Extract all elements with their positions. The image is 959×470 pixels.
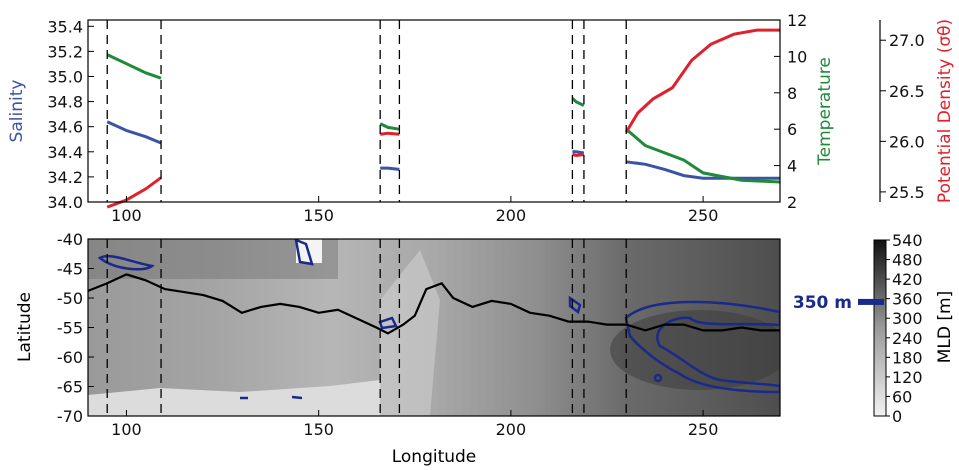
colorbar-tick-label-6: 360 <box>892 290 923 309</box>
bottom-xtick-label-0: 100 <box>111 420 142 439</box>
lat-tick-label-3: -55 <box>57 319 83 338</box>
front-line <box>88 273 780 335</box>
salinity-tick-label-0: 34.0 <box>47 193 83 212</box>
density-tick-label-2: 26.5 <box>889 82 925 101</box>
temperature-tick-label-3: 8 <box>787 84 797 103</box>
lat-tick-label-4: -60 <box>57 348 83 367</box>
salinity-tick-label-3: 34.6 <box>47 118 83 137</box>
colorbar-tick-label-9: 540 <box>892 231 923 250</box>
colorbar-tick-label-8: 480 <box>892 251 923 270</box>
colorbar-tick-label-5: 300 <box>892 309 923 328</box>
temperature-axis-label: Temperature <box>815 57 835 166</box>
lat-tick-label-0: -40 <box>57 230 83 249</box>
temperature-tick-label-2: 6 <box>787 120 797 139</box>
colorbar-tick-label-7: 420 <box>892 270 923 289</box>
colorbar-label: MLD [m] <box>935 291 955 363</box>
salinity-segment-2 <box>572 150 585 155</box>
contour-350m-marker <box>858 298 884 305</box>
salinity-tick-label-4: 34.8 <box>47 93 83 112</box>
lat-tick-label-1: -45 <box>57 260 83 279</box>
colorbar-tick-label-2: 120 <box>892 368 923 387</box>
salinity-tick-label-1: 34.2 <box>47 168 83 187</box>
salinity-tick-label-5: 35.0 <box>47 67 83 86</box>
top-axes-frame <box>87 19 781 203</box>
density-axis-label: Potential Density (σθ) <box>935 19 955 203</box>
temperature-tick-label-0: 2 <box>787 193 797 212</box>
bottom-xtick-label-3: 250 <box>688 420 719 439</box>
contour-350m-5 <box>653 373 663 383</box>
contour-350m-3 <box>568 295 582 315</box>
salinity-tick-label-7: 35.4 <box>47 17 83 36</box>
contour-350m-label: 350 m <box>793 293 852 313</box>
colorbar-tick-label-4: 240 <box>892 329 923 348</box>
colorbar <box>873 239 887 417</box>
contour-350m-7 <box>291 395 303 400</box>
salinity-segment-0 <box>106 120 162 145</box>
contour-350m-1 <box>294 239 314 266</box>
temperature-tick-label-5: 12 <box>787 11 807 30</box>
contour-350m-4 <box>624 300 780 394</box>
longitude-axis-label: Longitude <box>392 447 477 467</box>
bottom-xtick-label-2: 200 <box>496 420 527 439</box>
contour-350m-0 <box>97 254 155 271</box>
top-xtick-label-1: 150 <box>303 206 334 225</box>
lat-tick-label-2: -50 <box>57 289 83 308</box>
salinity-tick-label-6: 35.2 <box>47 42 83 61</box>
temperature-segment-0 <box>106 53 162 80</box>
top-xtick-label-3: 250 <box>688 206 719 225</box>
colorbar-tick-label-3: 180 <box>892 348 923 367</box>
salinity-tick-label-2: 34.4 <box>47 143 83 162</box>
density-tick-label-0: 25.5 <box>889 183 925 202</box>
salinity-axis-label: Salinity <box>7 80 27 143</box>
colorbar-tick-label-1: 60 <box>892 387 912 406</box>
colorbar-tick-label-0: 0 <box>892 407 902 426</box>
latitude-axis-label: Latitude <box>15 292 35 362</box>
density-segment-0 <box>106 176 162 209</box>
bottom-xtick-label-1: 150 <box>303 420 334 439</box>
temperature-segment-2 <box>571 97 585 107</box>
mld-deep-core <box>610 310 780 390</box>
salinity-segment-3 <box>626 160 780 180</box>
lat-tick-label-5: -65 <box>57 378 83 397</box>
density-segment-1 <box>379 131 400 136</box>
lat-tick-label-6: -70 <box>57 407 83 426</box>
density-segment-2 <box>572 153 585 158</box>
contour-350m-2 <box>378 316 398 330</box>
temperature-tick-label-1: 4 <box>787 157 797 176</box>
temperature-tick-label-4: 10 <box>787 47 807 66</box>
density-segment-3 <box>624 28 780 133</box>
density-tick-label-3: 27.0 <box>889 31 925 50</box>
salinity-segment-1 <box>380 166 400 171</box>
density-tick-label-1: 26.0 <box>889 132 925 151</box>
mld-texture <box>88 239 780 416</box>
top-xtick-label-0: 100 <box>111 206 142 225</box>
temperature-segment-1 <box>379 122 400 131</box>
temperature-segment-3 <box>625 128 781 184</box>
top-xtick-label-2: 200 <box>496 206 527 225</box>
